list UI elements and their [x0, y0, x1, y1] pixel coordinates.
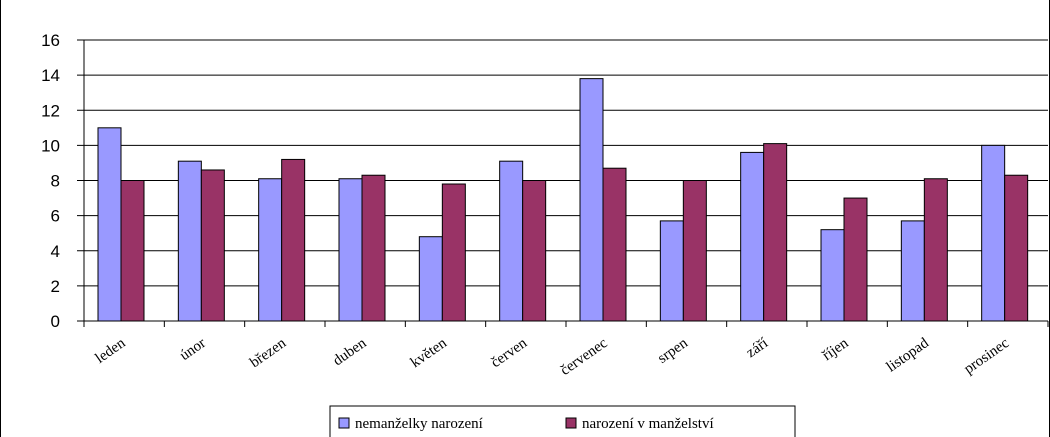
bar-series-1-7 — [579, 78, 604, 322]
bar-series-1-5 — [418, 236, 443, 322]
legend-swatch-series-1 — [338, 417, 350, 429]
y-tick-label: 6 — [51, 207, 60, 226]
y-tick-label: 10 — [41, 136, 60, 155]
bar-series-2-8 — [682, 180, 707, 322]
bar-series-1-2 — [177, 160, 202, 322]
y-axis-ticks: 0 2 4 6 8 10 12 14 16 — [41, 31, 84, 331]
bar-series-1-11 — [900, 220, 925, 322]
legend-swatch-series-2 — [565, 417, 577, 429]
bar-series-2-10 — [843, 197, 868, 322]
y-tick-label: 4 — [51, 242, 60, 261]
bar-series-1-3 — [258, 178, 283, 322]
bar-series-1-10 — [820, 229, 845, 322]
y-tick-label: 2 — [51, 277, 60, 296]
legend-label-series-1: nemanželky narození — [355, 416, 483, 432]
bars — [97, 78, 1029, 322]
bar-series-1-9 — [740, 151, 765, 322]
bar-series-1-12 — [981, 144, 1006, 322]
grid-lines — [84, 39, 1048, 287]
y-tick-label: 0 — [51, 312, 60, 331]
bar-series-2-3 — [281, 158, 306, 322]
bar-series-2-12 — [1004, 174, 1029, 322]
bar-series-1-6 — [499, 160, 524, 322]
axes — [83, 40, 1049, 327]
bar-series-2-11 — [923, 178, 948, 322]
y-tick-label: 12 — [41, 101, 60, 120]
bar-series-1-1 — [97, 127, 122, 322]
bar-series-1-4 — [338, 178, 363, 322]
bar-series-2-7 — [602, 167, 627, 322]
bar-series-2-6 — [522, 180, 547, 322]
y-tick-label: 14 — [41, 66, 60, 85]
bar-series-2-4 — [361, 174, 386, 322]
bar-series-1-8 — [659, 220, 684, 322]
legend-label-series-2: narození v manželství — [582, 416, 714, 432]
bar-series-2-9 — [763, 143, 788, 322]
bar-series-2-2 — [200, 169, 225, 322]
y-tick-label: 16 — [41, 31, 60, 50]
y-tick-label: 8 — [51, 172, 60, 191]
legend-box — [329, 405, 796, 437]
bar-series-2-1 — [120, 180, 145, 322]
legend: nemanželky narození narození v manželstv… — [329, 405, 796, 437]
bar-series-2-5 — [441, 183, 466, 322]
